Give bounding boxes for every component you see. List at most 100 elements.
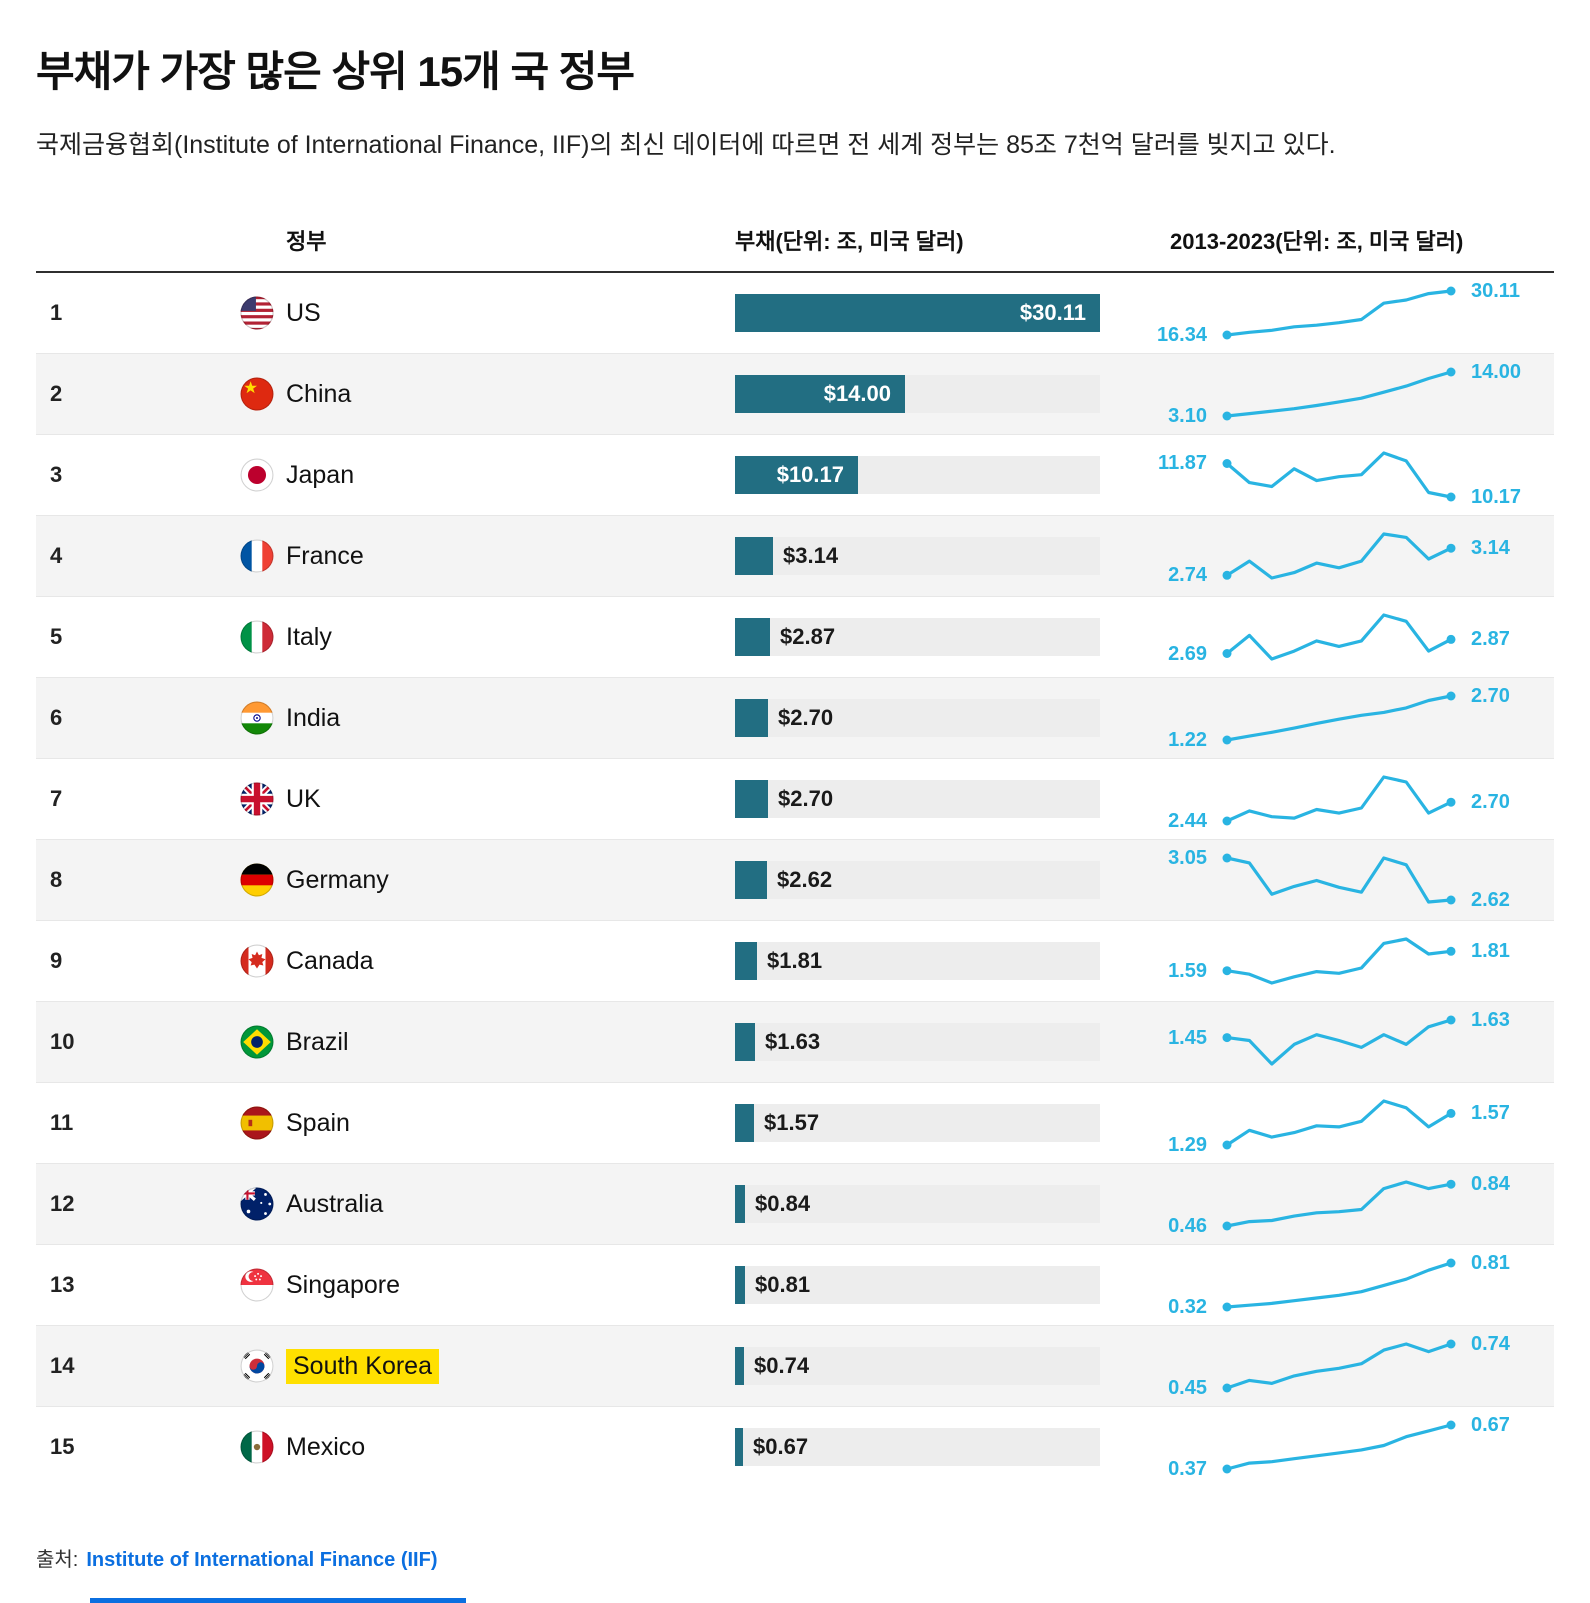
country-cell: Mexico [100,1430,660,1464]
trend-start-value: 1.22 [1168,729,1207,751]
in-flag-icon [240,701,274,735]
table-row: 13 Singapore $0.81 0.32 0.81 [36,1244,1554,1325]
source-link[interactable]: Institute of International Finance (IIF) [86,1549,438,1571]
table-row: 12 Australia $0.84 0.46 0.84 [36,1163,1554,1244]
trend-start-value: 2.44 [1168,810,1207,832]
trend-start-value: 3.10 [1168,405,1207,427]
kr-flag-icon [240,1349,274,1383]
au-flag-icon [240,1187,274,1221]
trend-start-value: 0.45 [1168,1377,1207,1399]
es-flag-icon [240,1106,274,1140]
rank-number: 11 [50,1110,74,1135]
debt-bar-track: $14.00 [735,375,1100,413]
country-name: UK [286,784,321,813]
debt-bar-cell: $1.63 [660,1023,1115,1061]
ca-flag-icon [240,944,274,978]
trend-start-value: 2.74 [1168,564,1207,586]
country-cell: Italy [100,620,660,654]
debt-value: $0.81 [755,1272,811,1297]
country-cell: Brazil [100,1025,660,1059]
table-row: 2 China $14.00 3.10 14.00 [36,353,1554,434]
country-name: US [286,298,321,327]
trend-end-value: 2.87 [1471,628,1510,650]
debt-bar-track: $0.74 [735,1347,1100,1385]
debt-value: $30.11 [1019,300,1086,325]
table-row: 11 Spain $1.57 1.29 1.57 [36,1082,1554,1163]
debt-bar-cell: $0.84 [660,1185,1115,1223]
trend-cell: 0.32 0.81 [1115,1245,1554,1325]
trend-cell: 3.05 2.62 [1115,840,1554,920]
debt-bar [735,780,768,818]
rank-number: 10 [50,1029,75,1054]
uk-flag-icon [240,782,274,816]
trend-start-value: 2.69 [1168,643,1207,665]
trend-cell: 1.59 1.81 [1115,921,1554,1001]
trend-sparkline [1222,853,1456,905]
debt-bar-track: $10.17 [735,456,1100,494]
trend-sparkline [1222,1339,1456,1393]
country-name: France [286,541,364,570]
debt-bar-cell: $3.14 [660,537,1115,575]
trend-end-value: 0.74 [1471,1333,1510,1355]
br-flag-icon [240,1025,274,1059]
it-flag-icon [240,620,274,654]
country-name: India [286,703,341,732]
debt-value: $2.62 [777,867,833,892]
rank-number: 14 [50,1353,75,1378]
fr-flag-icon [240,539,274,573]
table-row: 10 Brazil $1.63 1.45 1.63 [36,1001,1554,1082]
debt-bar-cell: $1.57 [660,1104,1115,1142]
debt-bar [735,942,757,980]
rank-number: 8 [50,867,63,892]
trend-end-value: 0.67 [1471,1414,1510,1436]
debt-value: $0.84 [755,1191,811,1216]
trend-cell: 11.87 10.17 [1115,435,1554,515]
trend-sparkline [1222,1015,1456,1066]
trend-end-value: 14.00 [1471,361,1522,383]
rank-number: 2 [50,381,63,406]
debt-bar-cell: $10.17 [660,456,1115,494]
country-name: Singapore [286,1270,400,1299]
trend-sparkline [1222,286,1456,340]
country-name: Spain [286,1108,350,1137]
column-header-debt: 부채(단위: 조, 미국 달러) [735,229,964,254]
country-cell: US [100,296,660,330]
debt-bar [735,1023,755,1061]
debt-bar-track: $0.67 [735,1428,1100,1466]
debt-bar-track: $30.11 [735,294,1100,332]
trend-start-value: 1.29 [1168,1134,1207,1156]
rank-number: 13 [50,1272,75,1297]
trend-sparkline [1222,937,1456,985]
mx-flag-icon [240,1430,274,1464]
country-name: Canada [286,946,374,975]
trend-start-value: 16.34 [1156,324,1207,346]
debt-bar-cell: $2.70 [660,699,1115,737]
trend-sparkline [1222,1179,1456,1231]
country-name: Australia [286,1189,384,1218]
debt-bar-track: $2.87 [735,618,1100,656]
trend-end-value: 10.17 [1471,486,1522,508]
debt-value: $1.57 [764,1110,820,1135]
debt-bar [735,1347,744,1385]
trend-cell: 0.46 0.84 [1115,1164,1554,1244]
country-cell: France [100,539,660,573]
trend-cell: 2.44 2.70 [1115,759,1554,839]
country-cell: South Korea [100,1348,660,1384]
rank-number: 5 [50,624,63,649]
trend-end-value: 1.81 [1471,940,1510,962]
trend-cell: 0.45 0.74 [1115,1326,1554,1406]
trend-end-value: 2.70 [1471,685,1510,707]
debt-bar-track: $1.81 [735,942,1100,980]
country-cell: Germany [100,863,660,897]
country-name: Italy [286,622,332,651]
debt-bar-track: $1.57 [735,1104,1100,1142]
trend-start-value: 1.59 [1168,960,1207,982]
us-flag-icon [240,296,274,330]
source-line: 출처: Institute of International Finance (… [36,1543,1554,1572]
debt-bar [735,1185,745,1223]
country-name: Brazil [286,1027,349,1056]
rank-number: 12 [50,1191,75,1216]
trend-end-value: 2.70 [1471,791,1510,813]
country-name: Germany [286,865,389,894]
debt-bar [735,537,773,575]
